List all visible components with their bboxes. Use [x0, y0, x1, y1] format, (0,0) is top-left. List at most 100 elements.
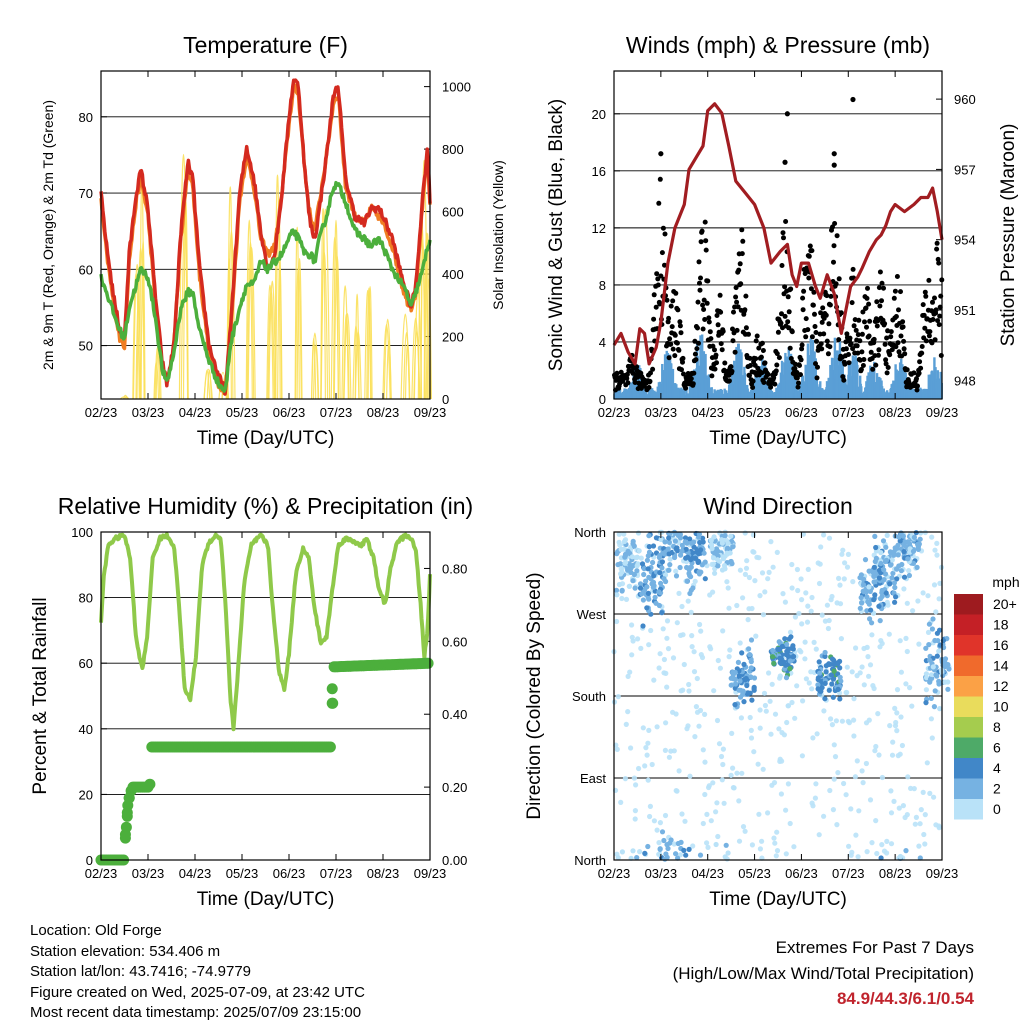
wind-direction-point [841, 780, 847, 787]
wind-direction-point [935, 638, 941, 644]
wind-y2tick-label: 954 [954, 233, 976, 248]
rh-xtick-label: 07/23 [320, 866, 353, 881]
gust-point [812, 311, 817, 317]
wind-direction-point [813, 646, 819, 652]
gust-point [838, 310, 844, 316]
temp-ytick-label: 50 [79, 339, 93, 354]
gust-point [846, 352, 851, 357]
wind-direction-point [702, 576, 708, 582]
gust-point [674, 340, 680, 346]
wind-direction-point [766, 670, 772, 676]
wind-direction-point [770, 654, 776, 660]
wind-direction-point [639, 591, 645, 597]
rh-y2tick-label: 0.80 [442, 561, 467, 576]
wind-direction-point [666, 539, 673, 546]
wind-direction-point [748, 665, 754, 671]
gust-point [858, 367, 864, 372]
wind-direction-point [931, 794, 937, 800]
wind-direction-point [667, 556, 673, 562]
wind-direction-point [765, 576, 771, 582]
wind-xtick-label: 03/23 [645, 405, 678, 420]
gust-point [750, 385, 756, 390]
solar-insolation-line [333, 255, 341, 400]
wind-direction-point [749, 842, 756, 848]
wind-direction-point [768, 731, 774, 737]
wind-xtick-label: 02/23 [598, 405, 631, 420]
wind-direction-point [757, 593, 763, 599]
wind-direction-point [704, 840, 710, 846]
wind-direction-point [835, 686, 841, 693]
wind-direction-point [912, 821, 918, 827]
gust-point [673, 290, 679, 296]
gust-point [737, 261, 743, 267]
temp-2m-line [99, 78, 432, 396]
gust-point [692, 351, 698, 357]
wind-direction-point [876, 603, 882, 609]
wind-direction-point [623, 560, 629, 566]
wind-direction-point [697, 852, 704, 858]
wind-direction-point [894, 576, 900, 582]
dir-ytick-label: North [574, 525, 606, 540]
wind-direction-point [817, 561, 823, 567]
gust-point [624, 371, 630, 377]
wind-direction-point [744, 558, 750, 564]
wind-direction-point [663, 720, 669, 726]
wind-direction-point [828, 672, 835, 678]
gust-point [655, 282, 661, 288]
wind-direction-point [659, 559, 666, 565]
wind-direction-point [659, 610, 665, 616]
wind-direction-point [900, 803, 907, 809]
wind-direction-point [832, 754, 839, 760]
wind-direction-point [851, 717, 857, 723]
gust-point [743, 293, 749, 299]
wind-direction-point [714, 717, 721, 724]
gust-point [785, 319, 791, 325]
wind-direction-point [810, 735, 816, 741]
gust-point [691, 370, 697, 376]
wind-direction-point [724, 579, 730, 585]
wind-direction-point [929, 534, 935, 540]
wind-direction-point [713, 841, 719, 848]
wind-direction-point [732, 669, 738, 676]
wind-direction-point [666, 754, 673, 760]
legend-swatch [954, 737, 983, 758]
gust-point [851, 323, 857, 329]
gust-point [901, 338, 907, 344]
gust-point [782, 313, 788, 319]
wind-direction-point [672, 538, 679, 544]
wind-direction-point [702, 559, 708, 565]
wind-direction-point [753, 633, 759, 639]
gust-point [914, 376, 919, 382]
wind-direction-point [802, 656, 808, 662]
wind-direction-point [693, 704, 700, 710]
wind-direction-point [640, 623, 646, 629]
wind-direction-point [878, 550, 884, 556]
wind-direction-point [644, 557, 651, 563]
wind-direction-point [777, 655, 783, 661]
wind-direction-point [656, 589, 662, 595]
wind-direction-point [615, 562, 621, 568]
wind-direction-point [809, 686, 815, 692]
gust-point [930, 299, 935, 305]
wind-direction-point [924, 760, 930, 766]
wind-direction-point [673, 573, 680, 579]
temp-ytick-label: 70 [79, 186, 93, 201]
wind-direction-point [742, 828, 748, 834]
wind-direction-point [891, 798, 897, 805]
wind-direction-point [931, 704, 938, 710]
wind-direction-point [687, 590, 693, 597]
legend-swatch [954, 799, 983, 820]
gust-point [743, 325, 749, 331]
wind-direction-point [711, 534, 717, 540]
wind-direction-point [838, 636, 845, 642]
gust-point [688, 376, 694, 382]
gust-point [676, 347, 682, 353]
gust-point [831, 259, 836, 265]
wind-direction-point [730, 765, 736, 771]
wind-direction-point [629, 652, 635, 658]
wind-direction-point [869, 632, 875, 638]
wind-direction-point [778, 791, 785, 797]
gust-point [919, 350, 925, 356]
wind-direction-point [781, 732, 788, 738]
legend-swatch [954, 676, 983, 697]
